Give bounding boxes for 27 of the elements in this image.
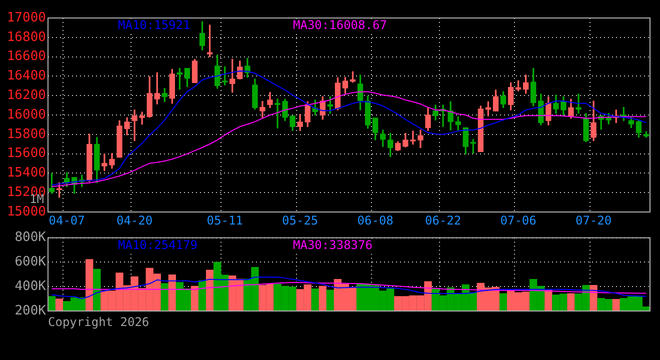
y-tick-label: 15600 xyxy=(6,146,46,162)
annotation: MA10:15921 xyxy=(118,18,190,32)
x-tick-label: 05-25 xyxy=(282,213,318,228)
annotation: MA30:338376 xyxy=(293,238,372,252)
x-tick-label: 06-22 xyxy=(425,213,462,228)
y-tick-label: 15800 xyxy=(6,126,46,142)
y-tick-label: 15400 xyxy=(6,166,46,181)
x-tick-label: 04-07 xyxy=(48,213,85,228)
x-tick-label: 07-20 xyxy=(576,213,612,228)
y-tick-label: 16400 xyxy=(6,68,46,84)
y-tick-label: 15000 xyxy=(6,204,46,220)
x-tick-label: 07-06 xyxy=(500,213,536,228)
x-tick-label: 04-20 xyxy=(116,213,153,228)
annotation: MA10:254179 xyxy=(118,238,198,252)
x-tick-label: 06-08 xyxy=(357,213,394,228)
y-tick-label: 17000 xyxy=(6,10,46,26)
y-tick-label: 16200 xyxy=(6,88,46,103)
x-tick-label: 05-11 xyxy=(206,213,243,228)
y-tick-label: 400K xyxy=(14,278,46,294)
text: Copyright 2026 xyxy=(48,315,150,330)
y-tick-label: 16800 xyxy=(6,30,46,45)
y-tick-label: 200K xyxy=(14,303,46,318)
annotation: MA30:16008.67 xyxy=(293,18,387,32)
y-tick-label: 600K xyxy=(14,254,46,270)
y-tick-label: 800K xyxy=(14,230,46,246)
y-tick-label: 16000 xyxy=(6,107,46,122)
y-tick-label: 16600 xyxy=(6,49,46,64)
